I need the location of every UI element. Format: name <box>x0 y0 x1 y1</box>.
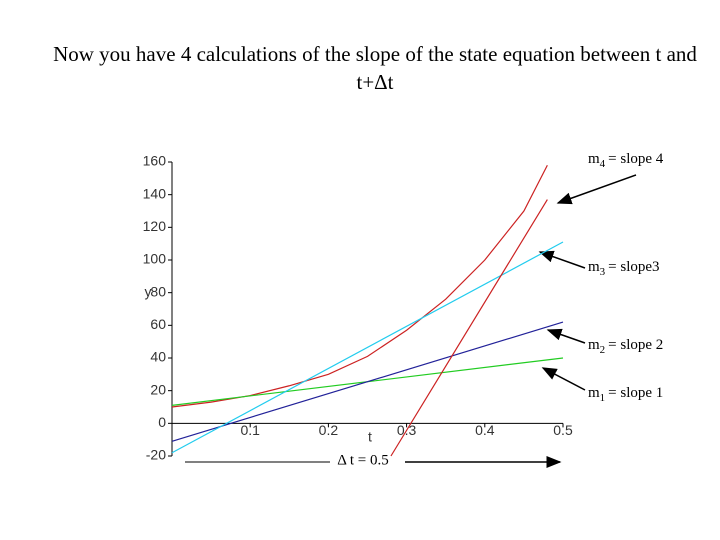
annotation: m1 = slope 1 <box>588 385 663 403</box>
annotation-text: = slope 1 <box>608 385 663 401</box>
series-line <box>171 164 548 408</box>
x-axis-label: t <box>368 429 372 445</box>
annotation-m: m <box>588 259 600 275</box>
delta-label: Δ t = 0.5 <box>337 452 388 468</box>
annotation-m: m <box>588 385 600 401</box>
y-axis-label: y <box>145 284 152 300</box>
y-tick-label: 120 <box>143 218 167 234</box>
y-tick-label: 160 <box>143 153 167 169</box>
y-tick-label: -20 <box>146 447 166 463</box>
x-tick-label: 0.4 <box>475 422 495 438</box>
arrow <box>556 174 637 205</box>
arrows <box>405 174 637 468</box>
annotation-sub: 4 <box>600 158 606 170</box>
x-tick-label: 0.2 <box>319 422 339 438</box>
series-line <box>390 199 548 457</box>
annotation-sub: 2 <box>600 344 606 356</box>
x-tick-label: 0.1 <box>240 422 260 438</box>
y-tick-label: 80 <box>150 283 166 299</box>
annotation-sub: 3 <box>600 266 606 278</box>
series-line <box>171 321 564 442</box>
y-tick-label: 100 <box>143 251 167 267</box>
series-line <box>171 241 564 454</box>
arrow <box>546 328 586 344</box>
annotation-text: = slope 4 <box>608 151 664 167</box>
annotation: m4 = slope 4 <box>588 151 664 169</box>
y-tick-label: 60 <box>150 316 166 332</box>
y-tick-label: 0 <box>158 414 166 430</box>
annotation-m: m <box>588 337 600 353</box>
y-tick-label: 140 <box>143 185 167 201</box>
annotation-text: = slope 2 <box>608 337 663 353</box>
annotation: m3 = slope3 <box>588 259 660 277</box>
arrow <box>538 250 586 269</box>
x-tick-label: 0.5 <box>553 422 573 438</box>
annotation: m2 = slope 2 <box>588 337 663 355</box>
annotation-text: = slope3 <box>608 259 659 275</box>
annotation-sub: 1 <box>600 392 606 404</box>
y-tick-label: 20 <box>150 381 166 397</box>
annotation-m: m <box>588 151 600 167</box>
y-tick-label: 40 <box>150 349 166 365</box>
slide-title: Now you have 4 calculations of the slope… <box>53 42 697 94</box>
arrow <box>541 367 586 391</box>
